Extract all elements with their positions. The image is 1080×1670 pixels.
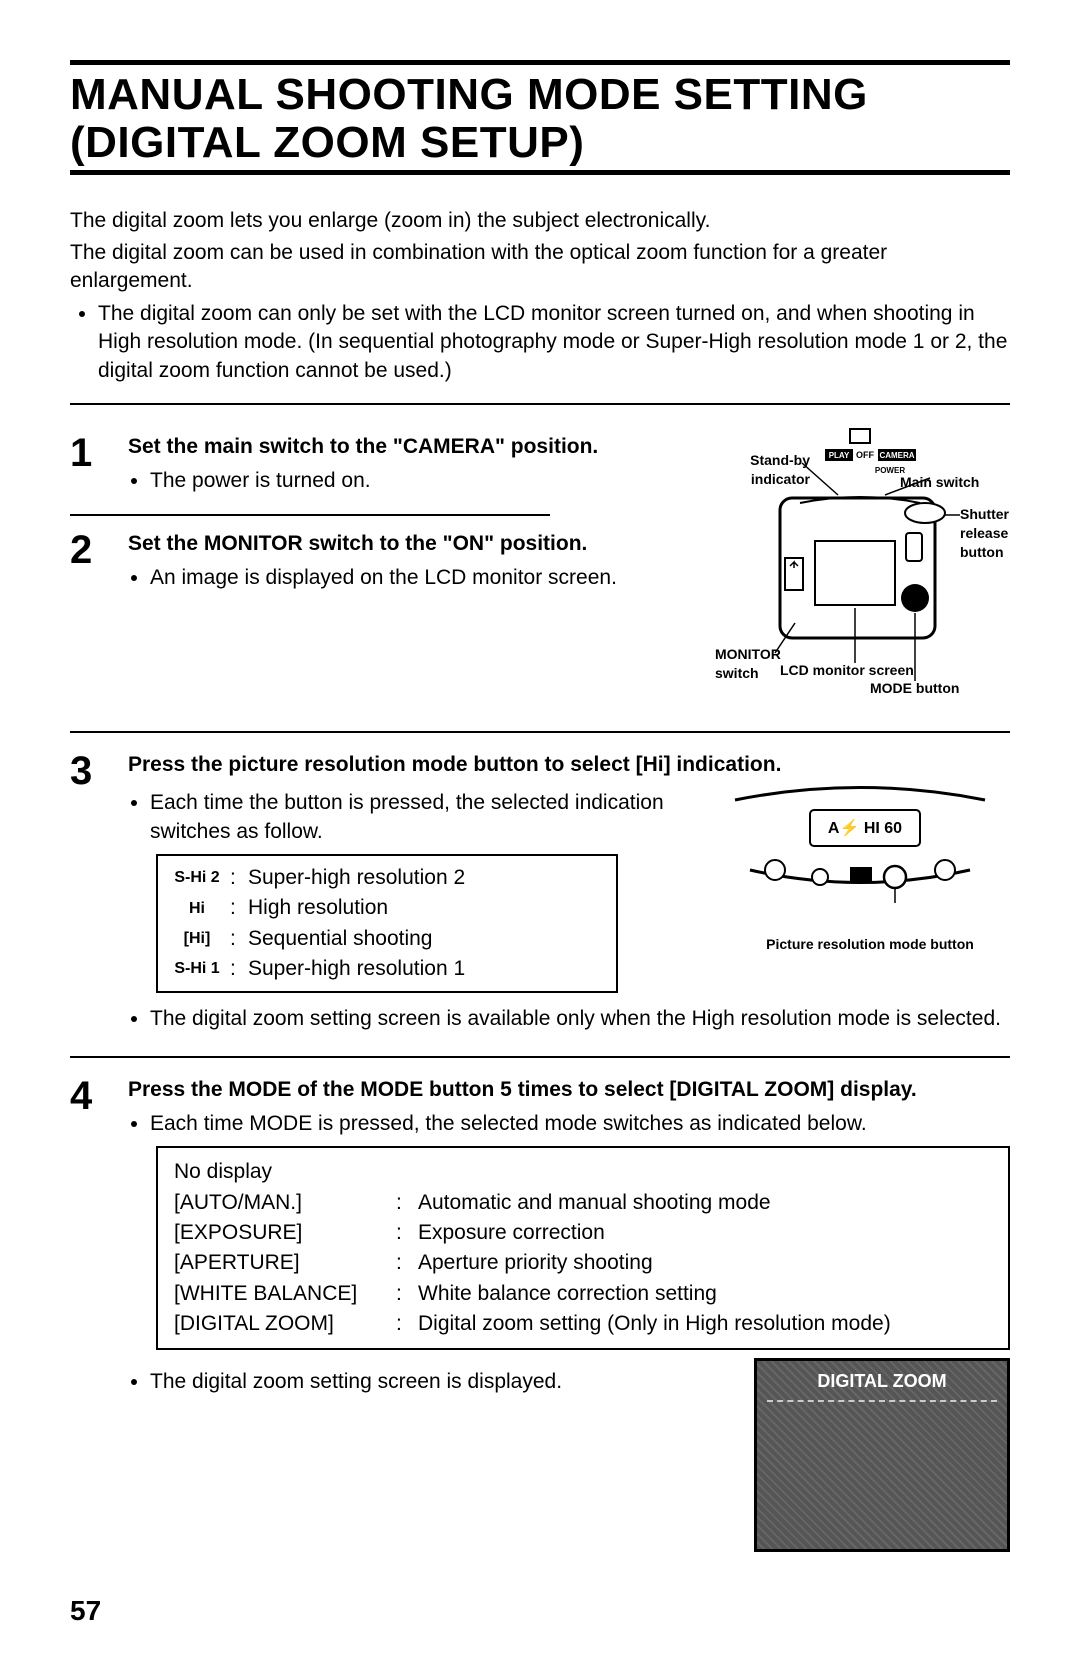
main-switch-label: Main switch <box>900 473 979 492</box>
step-4-bullet-1: Each time MODE is pressed, the selected … <box>150 1110 1010 1138</box>
mode-value: Automatic and manual shooting mode <box>418 1189 771 1217</box>
step-3-bullet-1: Each time the button is pressed, the sel… <box>150 789 700 846</box>
standby-label: Stand-by indicator <box>720 451 810 489</box>
mode-value: White balance correction setting <box>418 1280 717 1308</box>
step-4-heading: Press the MODE of the MODE button 5 time… <box>128 1076 1010 1104</box>
intro-p1: The digital zoom lets you enlarge (zoom … <box>70 207 1010 235</box>
shutter-label: Shutter release button <box>960 505 1020 562</box>
page-number: 57 <box>70 1592 1010 1630</box>
step-1-bullet: The power is turned on. <box>150 467 700 495</box>
digital-zoom-screen: DIGITAL ZOOM <box>754 1358 1010 1552</box>
step-3-heading: Press the picture resolution mode button… <box>128 751 1010 779</box>
res-label: Super-high resolution 2 <box>248 864 465 892</box>
mode-key: [WHITE BALANCE] <box>174 1280 384 1308</box>
intro-bullet: The digital zoom can only be set with th… <box>98 300 1010 385</box>
mode-value: Digital zoom setting (Only in High resol… <box>418 1310 891 1338</box>
off-label: OFF <box>856 450 874 460</box>
mode-key: No display <box>174 1158 384 1186</box>
camera-diagram: PLAY OFF CAMERA POWER Stand-by in <box>730 423 1010 713</box>
res-label: High resolution <box>248 894 388 922</box>
res-icon: [Hi] <box>172 928 222 950</box>
step-2-heading: Set the MONITOR switch to the "ON" posit… <box>128 530 700 558</box>
res-label: Sequential shooting <box>248 925 432 953</box>
res-icon: S-Hi 2 <box>172 867 222 889</box>
divider <box>70 1056 1010 1058</box>
res-label: Super-high resolution 1 <box>248 955 465 983</box>
camera-label: CAMERA <box>879 451 914 460</box>
lcd-screen-label: LCD monitor screen <box>780 661 914 680</box>
res-icon: Hi <box>172 898 222 920</box>
step-2-bullet: An image is displayed on the LCD monitor… <box>150 564 700 592</box>
step-number: 3 <box>70 751 110 1038</box>
intro-p2: The digital zoom can be used in combinat… <box>70 239 1010 296</box>
title-line2: (DIGITAL ZOOM SETUP) <box>70 118 584 167</box>
step-4: 4 Press the MODE of the MODE button 5 ti… <box>70 1076 1010 1553</box>
resolution-table: S-Hi 2:Super-high resolution 2 Hi:High r… <box>156 854 618 993</box>
step-number: 2 <box>70 530 110 597</box>
mode-key: [APERTURE] <box>174 1249 384 1277</box>
step-number: 4 <box>70 1076 110 1553</box>
step-3-bullet-2: The digital zoom setting screen is avail… <box>150 1005 1010 1033</box>
step-1-heading: Set the main switch to the "CAMERA" posi… <box>128 433 700 461</box>
res-icon: S-Hi 1 <box>172 958 222 980</box>
step-number: 1 <box>70 433 110 500</box>
mode-key: [DIGITAL ZOOM] <box>174 1310 384 1338</box>
mode-button-label: MODE button <box>870 679 959 698</box>
page-title: MANUAL SHOOTING MODE SETTING (DIGITAL ZO… <box>70 60 1010 175</box>
screen-title: DIGITAL ZOOM <box>767 1369 997 1401</box>
play-label: PLAY <box>829 451 850 460</box>
step-1: 1 Set the main switch to the "CAMERA" po… <box>70 433 700 500</box>
picture-res-label: Picture resolution mode button <box>730 935 1010 954</box>
title-line1: MANUAL SHOOTING MODE SETTING <box>70 70 868 119</box>
resolution-diagram: A⚡ HI 60 Picture resolution mode button <box>730 785 1010 954</box>
mode-key: [AUTO/MAN.] <box>174 1189 384 1217</box>
step-3: 3 Press the picture resolution mode butt… <box>70 751 1010 1038</box>
mode-value: Exposure correction <box>418 1219 605 1247</box>
mode-key: [EXPOSURE] <box>174 1219 384 1247</box>
mode-value: Aperture priority shooting <box>418 1249 653 1277</box>
divider <box>70 403 1010 405</box>
intro-block: The digital zoom lets you enlarge (zoom … <box>70 207 1010 385</box>
divider <box>70 514 550 516</box>
divider <box>70 731 1010 733</box>
steps-1-2-block: 1 Set the main switch to the "CAMERA" po… <box>70 423 1010 713</box>
svg-text:A⚡ HI 60: A⚡ HI 60 <box>828 818 902 837</box>
mode-table: No display [AUTO/MAN.]:Automatic and man… <box>156 1146 1010 1350</box>
step-2: 2 Set the MONITOR switch to the "ON" pos… <box>70 530 700 597</box>
